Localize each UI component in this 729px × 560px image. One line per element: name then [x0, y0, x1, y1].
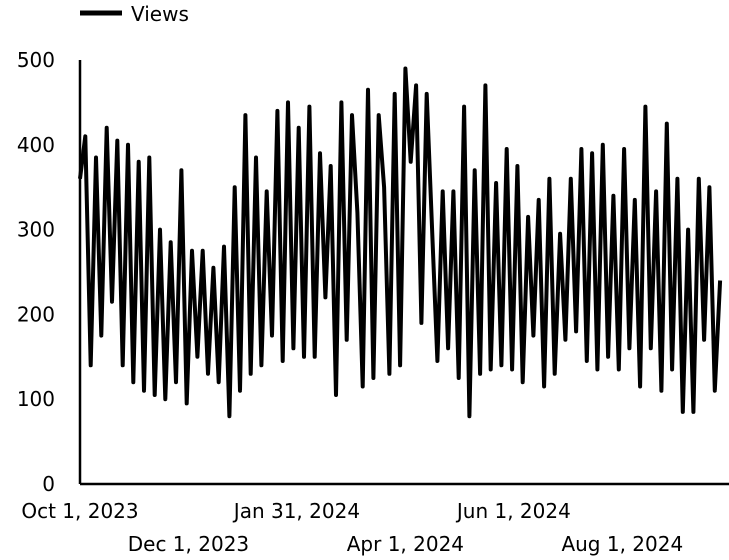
x-tick-label: Oct 1, 2023	[21, 499, 138, 523]
x-tick-label: Dec 1, 2023	[128, 532, 249, 556]
x-tick-label: Aug 1, 2024	[561, 532, 683, 556]
legend: Views	[80, 2, 189, 26]
y-tick-label: 0	[42, 472, 55, 496]
y-tick-label: 400	[17, 133, 55, 157]
y-tick-label: 100	[17, 387, 55, 411]
legend-label-views: Views	[131, 2, 189, 26]
x-axis-ticks: Oct 1, 2023 Dec 1, 2023 Jan 31, 2024 Apr 1,…	[21, 499, 683, 556]
x-tick-label: Jun 1, 2024	[455, 499, 571, 523]
y-tick-label: 300	[17, 218, 55, 242]
y-axis-ticks: 0 100 200 300 400 500	[17, 48, 55, 496]
y-tick-label: 200	[17, 302, 55, 326]
x-tick-label: Apr 1, 2024	[347, 532, 464, 556]
y-tick-label: 500	[17, 48, 55, 72]
x-tick-label: Jan 31, 2024	[232, 499, 360, 523]
series-line-views	[78, 66, 723, 419]
